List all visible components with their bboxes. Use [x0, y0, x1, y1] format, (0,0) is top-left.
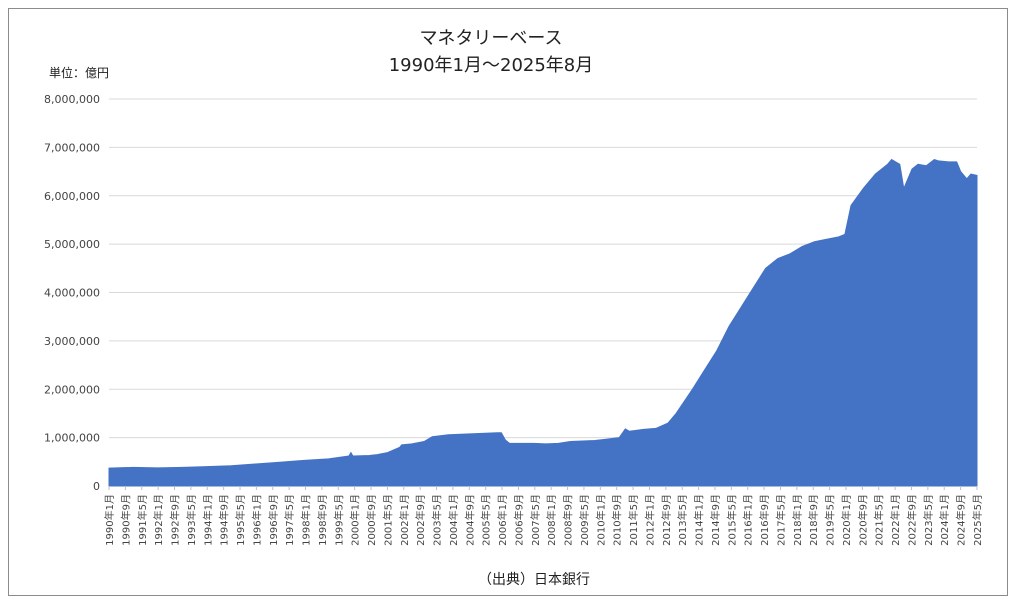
x-tick-label: 2018年1月	[791, 494, 804, 546]
chart-subtitle: 1990年1月～2025年8月	[389, 55, 594, 76]
x-tick-label: 2023年5月	[922, 494, 935, 546]
x-tick-label: 2024年1月	[938, 494, 951, 546]
x-tick-label: 2022年9月	[905, 494, 918, 546]
x-tick-label: 2021年5月	[873, 494, 886, 546]
x-tick-label: 2008年9月	[562, 494, 575, 546]
x-tick-label: 2025年5月	[971, 494, 984, 546]
source-label: （出典）日本銀行	[478, 572, 590, 588]
x-tick-label: 1998年1月	[300, 494, 313, 546]
area-series	[108, 158, 978, 487]
y-tick-label: 3,000,000	[44, 335, 100, 348]
x-tick-label: 2017年5月	[774, 494, 787, 546]
x-tick-label: 2012年1月	[643, 494, 656, 546]
y-tick-label: 8,000,000	[44, 93, 100, 106]
x-tick-label: 2007年5月	[529, 494, 542, 546]
x-tick-label: 1990年9月	[119, 494, 132, 546]
x-tick-label: 2000年1月	[349, 494, 362, 546]
x-tick-label: 1997年5月	[283, 494, 296, 546]
x-tick-label: 2018年9月	[807, 494, 820, 546]
x-tick-label: 2020年1月	[840, 494, 853, 546]
x-tick-label: 2010年1月	[594, 494, 607, 546]
x-tick-label: 2002年1月	[398, 494, 411, 546]
x-tick-label: 2019年5月	[824, 494, 837, 546]
x-tick-label: 2014年1月	[693, 494, 706, 546]
chart-title: マネタリーベース	[419, 28, 562, 49]
y-axis-ticks: 0 1,000,000 2,000,000 3,000,000 4,000,000 5,0…	[44, 93, 100, 493]
y-tick-label: 4,000,000	[44, 287, 100, 300]
x-tick-label: 2004年9月	[463, 494, 476, 546]
grid-lines	[109, 98, 977, 487]
y-tick-label: 6,000,000	[44, 190, 100, 203]
monetary-base-chart: 0 1,000,000 2,000,000 3,000,000 4,000,000 5,0…	[44, 28, 984, 588]
x-tick-label: 1995年5月	[234, 494, 247, 546]
x-tick-label: 1993年5月	[185, 494, 198, 546]
chart-frame: 0 1,000,000 2,000,000 3,000,000 4,000,000 5,0…	[8, 8, 1008, 596]
x-tick-label: 2016年1月	[742, 494, 755, 546]
x-tick-label: 2004年1月	[447, 494, 460, 546]
x-tick-label: 1994年9月	[218, 494, 231, 546]
x-tick-label: 2013年5月	[676, 494, 689, 546]
x-tick-label: 2012年9月	[660, 494, 673, 546]
x-tick-label: 1996年1月	[250, 494, 263, 546]
x-tick-label: 2006年9月	[512, 494, 525, 546]
y-tick-label: 1,000,000	[44, 432, 100, 445]
x-tick-label: 2024年9月	[955, 494, 968, 546]
x-tick-label: 2014年9月	[709, 494, 722, 546]
x-tick-label: 2022年1月	[889, 494, 902, 546]
x-tick-label: 1994年1月	[201, 494, 214, 546]
x-tick-label: 2010年9月	[611, 494, 624, 546]
x-tick-label: 2020年9月	[856, 494, 869, 546]
y-tick-label: 0	[93, 480, 100, 493]
x-tick-label: 2003年5月	[431, 494, 444, 546]
x-tick-label: 2015年5月	[725, 494, 738, 546]
x-tick-label: 2000年9月	[365, 494, 378, 546]
y-tick-label: 7,000,000	[44, 141, 100, 154]
x-tick-label: 2002年9月	[414, 494, 427, 546]
x-tick-label: 1992年1月	[152, 494, 165, 546]
x-tick-label: 1992年9月	[169, 494, 182, 546]
x-tick-label: 2016年9月	[758, 494, 771, 546]
x-axis-ticks: 1990年1月 1990年9月 1991年5月 1992年1月 1992年9月 1993年…	[103, 486, 984, 546]
x-tick-label: 2005年5月	[480, 494, 493, 546]
x-tick-label: 1999年5月	[332, 494, 345, 546]
x-tick-label: 2001年5月	[381, 494, 394, 546]
x-tick-label: 2011年5月	[627, 494, 640, 546]
x-tick-label: 2009年5月	[578, 494, 591, 546]
unit-label: 単位：億円	[49, 65, 109, 80]
x-tick-label: 2008年1月	[545, 494, 558, 546]
x-tick-label: 1990年1月	[103, 494, 116, 546]
y-tick-label: 2,000,000	[44, 383, 100, 396]
y-tick-label: 5,000,000	[44, 238, 100, 251]
x-tick-label: 1996年9月	[267, 494, 280, 546]
x-tick-label: 1991年5月	[136, 494, 149, 546]
x-tick-label: 2006年1月	[496, 494, 509, 546]
x-tick-label: 1998年9月	[316, 494, 329, 546]
